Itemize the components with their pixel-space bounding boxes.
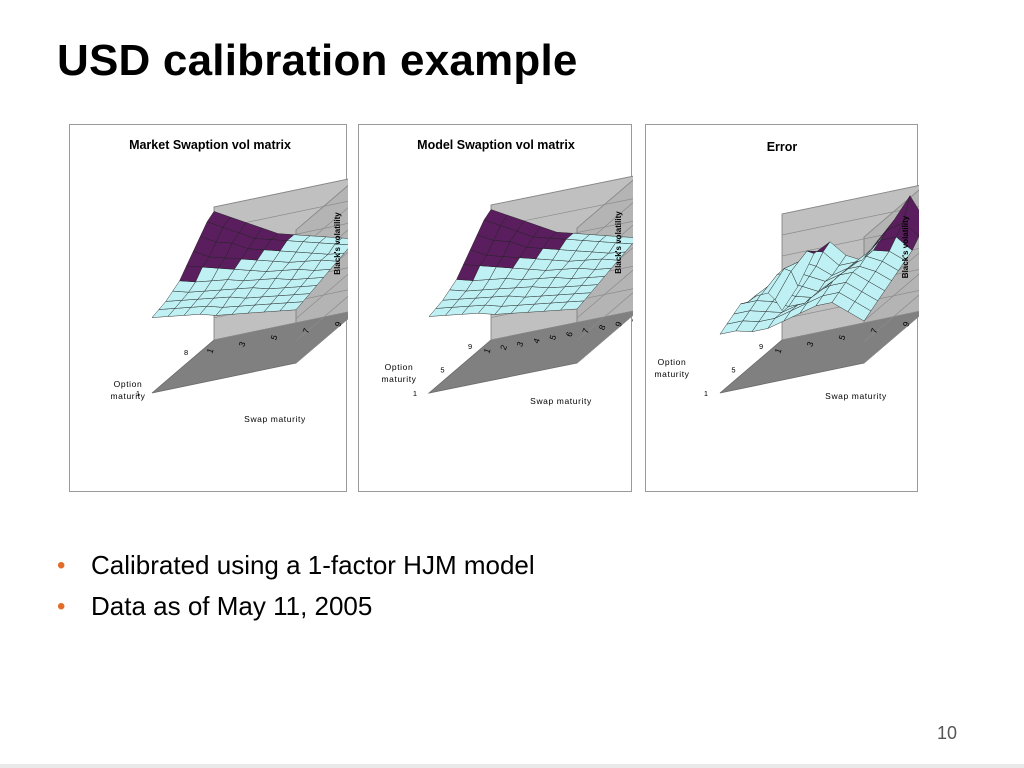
- gridline: [490, 310, 633, 364]
- bullet-text: Data as of May 11, 2005: [91, 591, 373, 621]
- model-vol-surface-chart: Model Swaption vol matrix0%5%10%15%20%25…: [381, 138, 633, 406]
- chart-title: Market Swaption vol matrix: [129, 138, 291, 152]
- x-axis-label: Swap maturity: [530, 396, 592, 406]
- x-tick-label: 4: [531, 337, 542, 345]
- y-axis-label-line: Option: [114, 379, 143, 389]
- error-chart-panel: Error-1.5%-1.0%-0.5%0.0%0.5%1.0%1.5%Blac…: [645, 124, 919, 492]
- model-vol-chart-panel: Model Swaption vol matrix0%5%10%15%20%25…: [358, 124, 633, 492]
- y-axis-label-line: maturity: [654, 369, 689, 379]
- x-tick-label: 1: [772, 347, 783, 355]
- y-tick-label: 1: [704, 389, 708, 398]
- y-tick-label: 8: [184, 348, 188, 357]
- x-tick-label: 3: [236, 340, 247, 348]
- page-number: 10: [936, 723, 957, 743]
- x-tick-label: 5: [836, 333, 847, 341]
- y-axis-label: Option maturity: [654, 357, 689, 379]
- gridline: [213, 178, 348, 231]
- x-tick-label: 1: [481, 347, 492, 355]
- y-tick-label: 9: [468, 342, 472, 351]
- gridline: [213, 200, 348, 253]
- chart-title: Error: [767, 140, 798, 154]
- x-tick-label: 1: [204, 347, 215, 355]
- y-tick-label: 9: [759, 342, 763, 351]
- x-tick-label: 7: [300, 327, 311, 335]
- bullet-dot-icon: •: [57, 593, 66, 620]
- x-tick-label: 10: [629, 312, 633, 325]
- z-axis-label: Black's volatility: [333, 212, 342, 275]
- market-vol-chart-panel: Market Swaption vol matrix0%5%10%15%20%2…: [69, 124, 348, 492]
- y-axis-label-line: Option: [385, 362, 414, 372]
- y-tick-label: 5: [731, 365, 735, 374]
- surface-cell: [902, 195, 919, 237]
- x-tick-label: 6: [564, 330, 575, 338]
- market-vol-surface-chart: Market Swaption vol matrix0%5%10%15%20%2…: [110, 138, 348, 424]
- gridline: [490, 198, 633, 251]
- bullet-list: • Calibrated using a 1-factor HJM model …: [57, 545, 535, 627]
- x-tick-label: 8: [597, 323, 608, 331]
- gridline: [213, 311, 348, 364]
- x-tick-label: 5: [547, 333, 558, 341]
- error-surface-chart: Error-1.5%-1.0%-0.5%0.0%0.5%1.0%1.5%Blac…: [654, 140, 919, 401]
- bullet-item: • Data as of May 11, 2005: [57, 586, 535, 627]
- bullet-item: • Calibrated using a 1-factor HJM model: [57, 545, 535, 586]
- y-axis-label-line: maturity: [110, 391, 145, 401]
- gridline: [490, 175, 633, 229]
- z-axis-label: Black's volatility: [614, 211, 623, 274]
- y-tick-label: 1: [136, 389, 140, 398]
- x-tick-label: 5: [268, 333, 279, 341]
- y-axis-label: Option maturity: [381, 362, 416, 384]
- bullet-dot-icon: •: [57, 552, 66, 579]
- x-axis-label: Swap maturity: [825, 391, 887, 401]
- slide-title: USD calibration example: [57, 36, 578, 85]
- x-axis-label: Swap maturity: [244, 414, 306, 424]
- y-axis-label-line: Option: [658, 357, 687, 367]
- x-tick-label: 9: [332, 320, 343, 328]
- x-tick-label: 3: [514, 340, 525, 348]
- y-tick-label: 1: [413, 389, 417, 398]
- y-axis-label-line: maturity: [381, 374, 416, 384]
- z-axis-label: Black's volatility: [901, 215, 910, 278]
- x-tick-label: 9: [613, 320, 624, 328]
- gridline: [781, 185, 919, 238]
- x-tick-label: 3: [804, 340, 815, 348]
- gridline: [781, 290, 919, 343]
- x-tick-label: 7: [580, 327, 591, 335]
- x-tick-label: 9: [900, 320, 911, 328]
- x-tick-label: 2: [498, 343, 509, 351]
- bullet-text: Calibrated using a 1-factor HJM model: [91, 550, 535, 580]
- y-axis-label: Option maturity: [110, 379, 145, 401]
- y-tick-label: 5: [440, 365, 444, 374]
- surface-cell: [334, 237, 348, 246]
- x-tick-label: 7: [868, 327, 879, 335]
- gridline: [781, 311, 919, 364]
- footer-divider: [0, 764, 1024, 768]
- chart-title: Model Swaption vol matrix: [417, 138, 575, 152]
- surface-cell: [615, 236, 633, 245]
